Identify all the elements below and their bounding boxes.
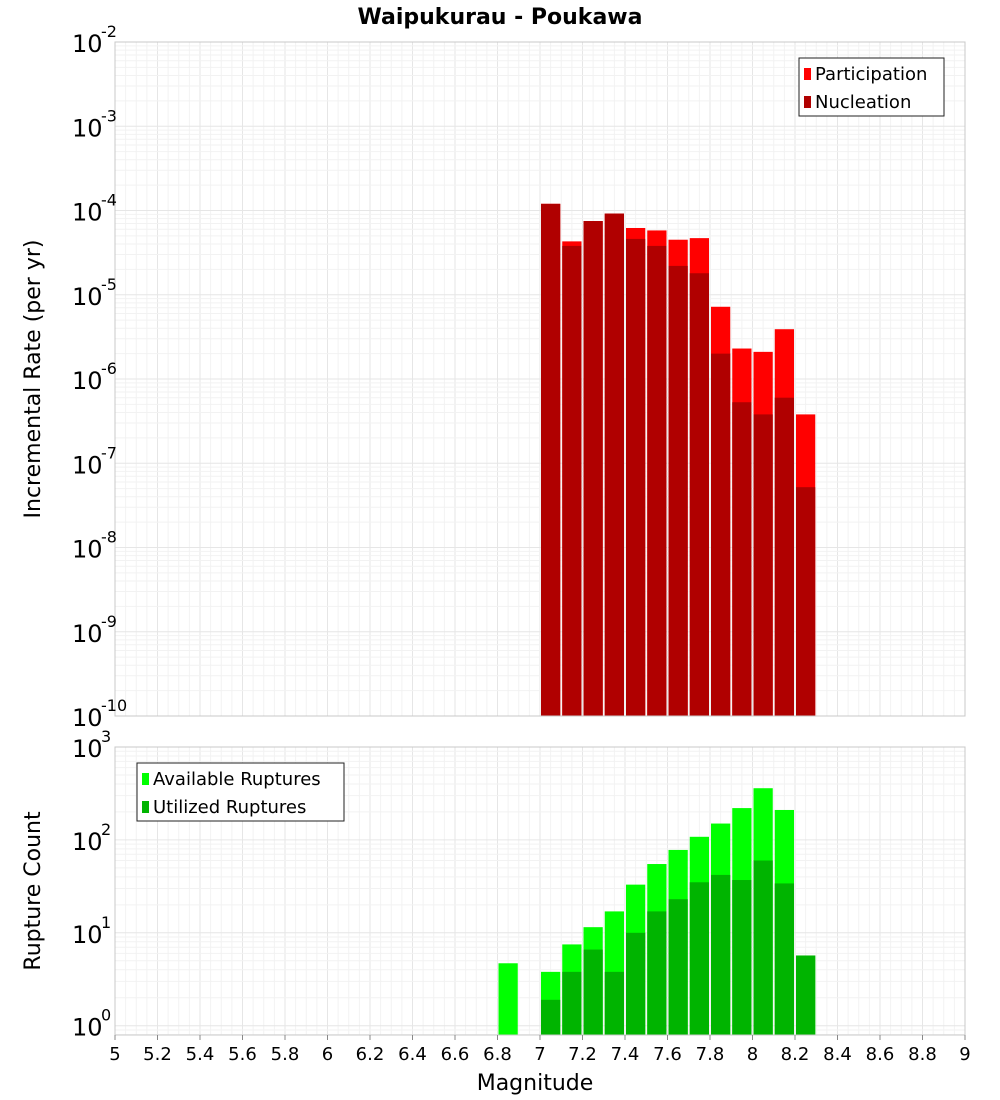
- x-tick-label: 5.6: [228, 1044, 257, 1065]
- y-tick-label: 10: [72, 199, 103, 227]
- x-tick-label: 9: [959, 1044, 970, 1065]
- y-tick-label: 10: [72, 30, 103, 58]
- y-tick-exponent: -6: [101, 359, 117, 378]
- bar-available-ruptures: [498, 963, 518, 1035]
- y-tick-exponent: -8: [101, 528, 117, 547]
- y-tick-label: 10: [72, 451, 103, 479]
- bar-nucleation: [647, 245, 667, 716]
- x-tick-label: 6: [322, 1044, 333, 1065]
- x-tick-label: 5.8: [271, 1044, 300, 1065]
- x-tick-label: 8.4: [823, 1044, 852, 1065]
- chart-title: Waipukurau - Poukawa: [358, 5, 643, 30]
- bar-utilized-ruptures: [753, 860, 773, 1035]
- y-tick-exponent: -5: [101, 275, 117, 294]
- legend-swatch-participation: [804, 68, 811, 80]
- bar-nucleation: [668, 265, 688, 716]
- x-tick-label: 8.8: [908, 1044, 937, 1065]
- y-axis-label: Rupture Count: [21, 811, 46, 971]
- bar-utilized-ruptures: [668, 899, 688, 1035]
- y-tick-exponent: 1: [101, 913, 111, 932]
- bar-nucleation: [583, 221, 603, 716]
- y-tick-label: 10: [72, 536, 103, 564]
- bar-utilized-ruptures: [647, 911, 667, 1035]
- legend-label-available-ruptures: Available Ruptures: [153, 769, 321, 790]
- legend-label-utilized-ruptures: Utilized Ruptures: [153, 797, 306, 818]
- legend-label-nucleation: Nucleation: [815, 92, 911, 113]
- x-tick-label: 5.4: [186, 1044, 215, 1065]
- bar-utilized-ruptures: [626, 932, 646, 1035]
- y-axis-label: Incremental Rate (per yr): [21, 240, 46, 519]
- x-tick-label: 6.8: [483, 1044, 512, 1065]
- bar-nucleation: [711, 353, 731, 716]
- bar-nucleation: [604, 213, 624, 716]
- x-tick-label: 5: [109, 1044, 120, 1065]
- legend-box: [798, 57, 945, 117]
- x-tick-label: 6.2: [356, 1044, 385, 1065]
- y-tick-exponent: -3: [101, 106, 117, 125]
- x-tick-label: 7.4: [611, 1044, 640, 1065]
- y-tick-label: 10: [72, 921, 103, 949]
- x-tick-label: 7.6: [653, 1044, 682, 1065]
- bar-nucleation: [689, 273, 709, 716]
- bar-utilized-ruptures: [583, 949, 603, 1035]
- y-tick-label: 10: [72, 1014, 103, 1042]
- bar-utilized-ruptures: [604, 971, 624, 1035]
- x-tick-label: 8: [747, 1044, 758, 1065]
- bar-utilized-ruptures: [711, 874, 731, 1035]
- bar-nucleation: [732, 402, 752, 716]
- bar-nucleation: [796, 487, 816, 716]
- x-tick-label: 7: [534, 1044, 545, 1065]
- y-tick-exponent: -10: [101, 696, 127, 715]
- x-tick-label: 6.6: [441, 1044, 470, 1065]
- x-tick-label: 7.2: [568, 1044, 597, 1065]
- y-tick-label: 10: [72, 735, 103, 763]
- bar-nucleation: [774, 397, 794, 716]
- y-tick-label: 10: [72, 114, 103, 142]
- y-tick-exponent: -7: [101, 443, 117, 462]
- bar-utilized-ruptures: [541, 999, 561, 1035]
- legend-swatch-available-ruptures: [142, 773, 149, 785]
- bar-nucleation: [562, 245, 582, 716]
- plot-frame: [114, 41, 966, 717]
- x-tick-label: 8.2: [781, 1044, 810, 1065]
- y-tick-label: 10: [72, 704, 103, 732]
- bar-utilized-ruptures: [796, 955, 816, 1035]
- y-tick-exponent: -2: [101, 22, 117, 41]
- x-tick-label: 8.6: [866, 1044, 895, 1065]
- bar-nucleation: [541, 203, 561, 716]
- legend-swatch-utilized-ruptures: [142, 801, 149, 813]
- y-tick-exponent: 0: [101, 1006, 111, 1025]
- y-tick-label: 10: [72, 620, 103, 648]
- legend-label-participation: Participation: [815, 64, 927, 85]
- y-tick-label: 10: [72, 283, 103, 311]
- x-tick-label: 7.8: [696, 1044, 725, 1065]
- bar-nucleation: [626, 238, 646, 716]
- y-tick-exponent: -9: [101, 612, 117, 631]
- x-tick-label: 6.4: [398, 1044, 427, 1065]
- y-tick-label: 10: [72, 367, 103, 395]
- y-tick-exponent: -4: [101, 191, 117, 210]
- legend-swatch-nucleation: [804, 96, 811, 108]
- rates-panel: 10-1010-910-810-710-610-510-410-310-2Inc…: [21, 22, 966, 732]
- bar-utilized-ruptures: [774, 883, 794, 1035]
- x-axis-label: Magnitude: [477, 1071, 594, 1096]
- bar-nucleation: [753, 414, 773, 716]
- y-tick-exponent: 3: [101, 727, 111, 746]
- legend-box: [136, 762, 345, 822]
- bar-utilized-ruptures: [732, 880, 752, 1035]
- bar-utilized-ruptures: [689, 882, 709, 1035]
- y-tick-label: 10: [72, 828, 103, 856]
- y-tick-exponent: 2: [101, 820, 111, 839]
- bar-utilized-ruptures: [562, 971, 582, 1035]
- x-tick-label: 5.2: [143, 1044, 172, 1065]
